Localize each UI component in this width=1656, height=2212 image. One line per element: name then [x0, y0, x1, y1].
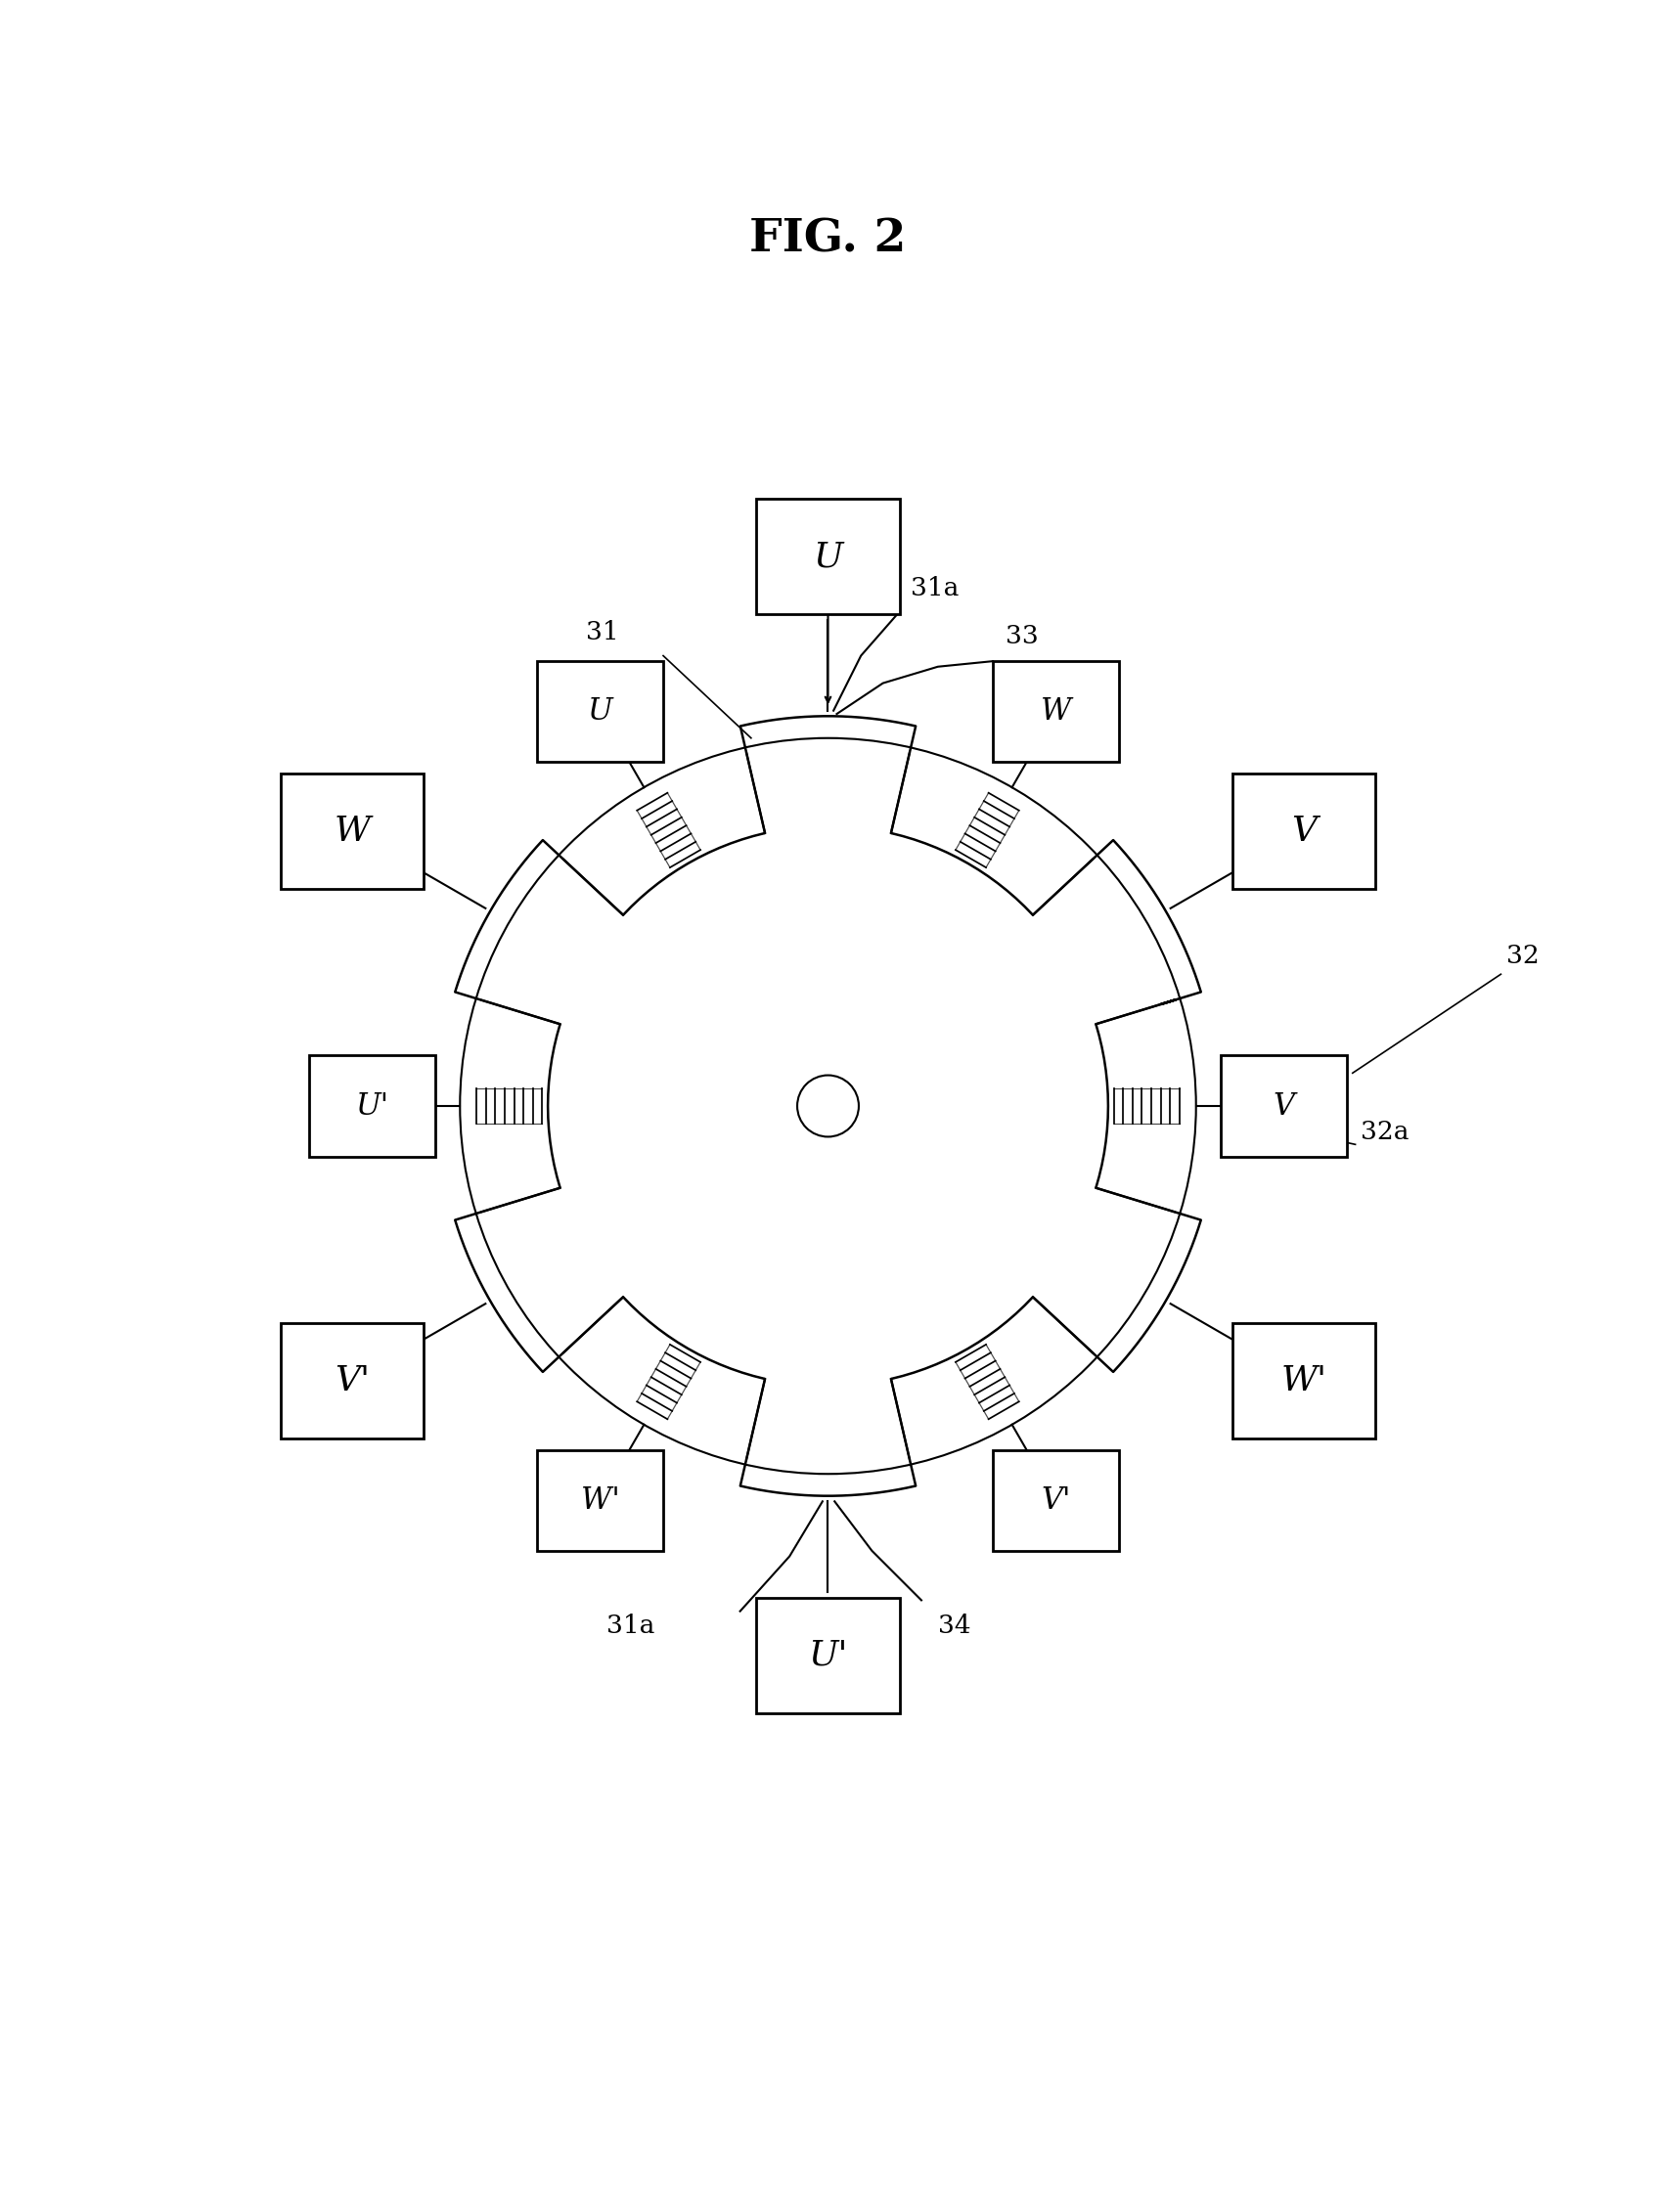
Text: 32: 32 [1507, 945, 1540, 969]
Text: 34: 34 [937, 1613, 970, 1639]
Text: V: V [1292, 814, 1317, 847]
Text: U: U [588, 697, 613, 726]
FancyBboxPatch shape [994, 661, 1119, 761]
FancyBboxPatch shape [537, 661, 662, 761]
Text: U': U' [808, 1639, 848, 1672]
Text: 31a: 31a [606, 1613, 654, 1639]
Text: U: U [813, 540, 843, 573]
FancyBboxPatch shape [1220, 1055, 1346, 1157]
FancyBboxPatch shape [1232, 774, 1374, 889]
FancyBboxPatch shape [282, 1323, 424, 1438]
FancyBboxPatch shape [310, 1055, 436, 1157]
Text: 12: 12 [841, 553, 876, 580]
Text: U': U' [356, 1091, 389, 1121]
Text: W': W' [581, 1486, 619, 1515]
Text: 31a: 31a [911, 577, 959, 602]
Text: 32a: 32a [1361, 1119, 1409, 1144]
FancyBboxPatch shape [282, 774, 424, 889]
Text: 33: 33 [1005, 624, 1038, 648]
FancyBboxPatch shape [757, 1597, 899, 1712]
FancyBboxPatch shape [537, 1451, 662, 1551]
Text: W': W' [1280, 1365, 1326, 1398]
Text: V: V [1273, 1091, 1295, 1121]
Text: FIG. 2: FIG. 2 [750, 217, 906, 261]
Text: V': V' [335, 1365, 369, 1398]
Text: W: W [335, 814, 371, 847]
Text: 31: 31 [586, 619, 619, 644]
FancyBboxPatch shape [1232, 1323, 1374, 1438]
Text: W: W [1040, 697, 1071, 726]
Text: V': V' [1042, 1486, 1071, 1515]
FancyBboxPatch shape [757, 500, 899, 615]
FancyBboxPatch shape [994, 1451, 1119, 1551]
